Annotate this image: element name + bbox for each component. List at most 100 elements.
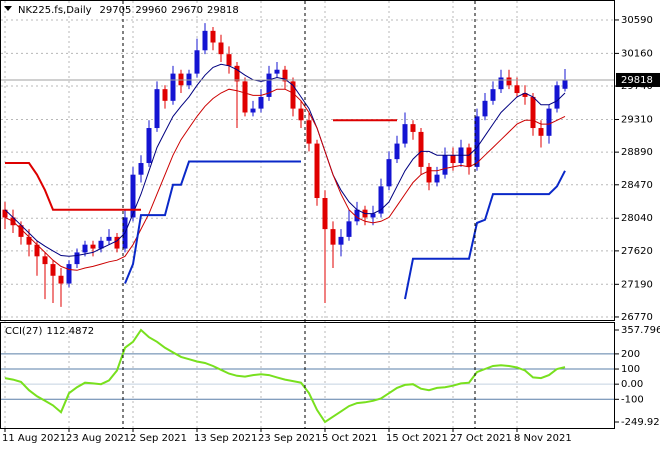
- candle-body: [114, 236, 120, 249]
- candle-body: [546, 108, 552, 136]
- x-tick-label: 27 Oct 2021: [450, 433, 512, 444]
- candle-body: [490, 89, 496, 101]
- candle-body: [298, 108, 304, 121]
- candle-body: [210, 30, 216, 43]
- candle-body: [50, 264, 56, 276]
- x-tick-label: 13 Sep 2021: [194, 433, 257, 444]
- y-tick-label: 29310: [621, 114, 653, 125]
- indicator-line: [4, 63, 566, 257]
- candle-body: [186, 73, 192, 86]
- candle-body: [386, 159, 392, 187]
- candle-body: [514, 85, 520, 94]
- candle-body: [482, 100, 488, 117]
- candle-body: [522, 93, 528, 97]
- candle-body: [226, 54, 232, 66]
- candle-body: [146, 128, 152, 164]
- indicator-frame: [0, 322, 615, 429]
- candle-body: [66, 264, 72, 284]
- axis-layer: 3059030160297402931028890284702804027620…: [2, 15, 660, 444]
- candle-body: [26, 236, 32, 245]
- y-tick-label: 28040: [621, 213, 653, 224]
- candle-body: [42, 256, 48, 265]
- candle-body: [98, 240, 104, 249]
- candle-body: [338, 236, 344, 245]
- y-tick-label: 200: [621, 349, 640, 360]
- candle-body: [18, 225, 24, 237]
- x-tick-label: 5 Oct 2021: [322, 433, 377, 444]
- close: 29818: [207, 5, 239, 16]
- candle-body: [106, 236, 112, 241]
- candle-body: [322, 198, 328, 230]
- candle-body: [170, 73, 176, 101]
- indicator-line: [4, 88, 566, 271]
- candle-body: [154, 89, 160, 129]
- x-tick-label: 2 Sep 2021: [130, 433, 187, 444]
- candle-body: [202, 30, 208, 51]
- indicator-title: CCI(27) 112.4872: [5, 326, 94, 337]
- candle-body: [370, 213, 376, 218]
- y-tick-label: -249.929: [621, 417, 660, 428]
- candle-body: [434, 174, 440, 183]
- grid-layer: [1, 1, 614, 428]
- candle-body: [234, 65, 240, 82]
- candle-body: [474, 116, 480, 167]
- menu-icon: [4, 6, 12, 11]
- candle-body: [274, 69, 280, 74]
- y-tick-label: 26770: [621, 312, 653, 323]
- candle-body: [314, 143, 320, 199]
- candle-body: [466, 147, 472, 167]
- y-tick-label: 0.00: [621, 379, 643, 390]
- y-tick-label: 357.796: [621, 325, 660, 336]
- indicator-value: 112.4872: [46, 326, 94, 337]
- y-tick-label: 100: [621, 364, 640, 375]
- y-tick-label: 28470: [621, 180, 653, 191]
- x-tick-label: 23 Aug 2021: [66, 433, 130, 444]
- main-frame: [0, 0, 615, 321]
- candle-body: [290, 81, 296, 109]
- chart-title: NK225.fs,Daily 29705 29960 29670 29818: [18, 5, 239, 16]
- candle-body: [130, 174, 136, 218]
- candle-body: [306, 120, 312, 144]
- x-tick-label: 23 Sep 2021: [258, 433, 321, 444]
- x-tick-label: 15 Oct 2021: [386, 433, 448, 444]
- candle-body: [2, 209, 8, 218]
- candle-body: [138, 163, 144, 175]
- candle-body: [402, 124, 408, 144]
- candle-body: [442, 155, 448, 175]
- y-tick-label: 27190: [621, 279, 653, 290]
- mark-layer: [1, 23, 614, 424]
- candle-body: [410, 124, 416, 132]
- candle-body: [426, 166, 432, 183]
- candle-body: [354, 209, 360, 222]
- low: 29670: [171, 5, 203, 16]
- indicator-line: [5, 119, 397, 211]
- indicator-line: [4, 328, 566, 424]
- x-tick-label: 8 Nov 2021: [514, 433, 572, 444]
- indicator-name: CCI(27): [5, 326, 43, 337]
- candle-body: [330, 229, 336, 245]
- candle-body: [162, 89, 168, 101]
- candle-body: [506, 77, 512, 86]
- candle-body: [538, 128, 544, 136]
- candle-body: [346, 221, 352, 237]
- indicator-line: [124, 160, 566, 300]
- y-tick-label: 30590: [621, 15, 653, 26]
- symbol: NK225.fs,Daily: [18, 5, 92, 16]
- candle-body: [282, 69, 288, 82]
- candle-body: [58, 275, 64, 284]
- candle-body: [74, 252, 80, 265]
- candle-body: [194, 50, 200, 74]
- candle-body: [250, 108, 256, 113]
- y-tick-label: 27620: [621, 246, 653, 257]
- candle-body: [554, 85, 560, 109]
- candle-body: [242, 81, 248, 113]
- candle-body: [378, 186, 384, 214]
- candle-body: [266, 73, 272, 97]
- current-price-box: [616, 72, 660, 87]
- open: 29705: [100, 5, 132, 16]
- y-tick-label: 30160: [621, 48, 653, 59]
- x-tick-label: 11 Aug 2021: [2, 433, 66, 444]
- candle-body: [90, 244, 96, 249]
